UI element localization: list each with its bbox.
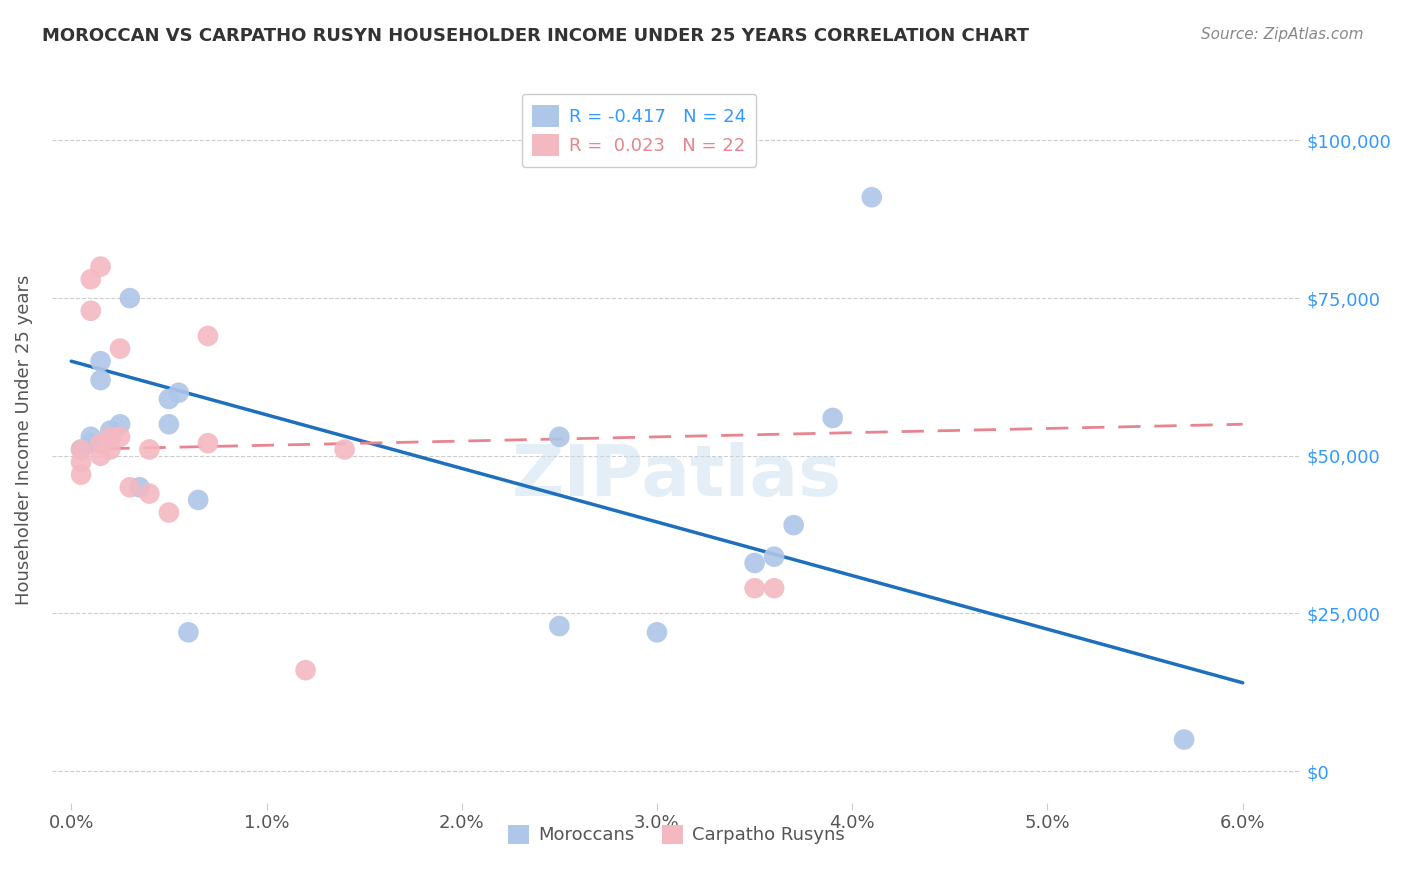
Point [294,663,316,677]
Point [138,486,160,500]
Point [763,581,786,595]
Point [70,467,93,482]
Point [157,417,180,432]
Point [98,424,121,438]
Text: MOROCCAN VS CARPATHO RUSYN HOUSEHOLDER INCOME UNDER 25 YEARS CORRELATION CHART: MOROCCAN VS CARPATHO RUSYN HOUSEHOLDER I… [42,27,1029,45]
Point [821,411,844,425]
Text: ZIPatlas: ZIPatlas [512,442,842,511]
Point [90,260,112,274]
Point [90,373,112,387]
Point [80,430,103,444]
Point [138,442,160,457]
Point [70,455,93,469]
Point [80,272,103,286]
Point [118,291,141,305]
Point [782,518,804,533]
Point [167,385,190,400]
Legend: R = -0.417   N = 24, R =  0.023   N = 22: R = -0.417 N = 24, R = 0.023 N = 22 [522,94,756,167]
Point [645,625,668,640]
Point [860,190,883,204]
Point [90,436,112,450]
Point [108,430,131,444]
Point [548,430,571,444]
Point [98,430,121,444]
Point [197,329,219,343]
Point [744,556,766,570]
Point [98,442,121,457]
Point [98,430,121,444]
Point [744,581,766,595]
Point [80,436,103,450]
Point [157,392,180,406]
Point [80,303,103,318]
Point [197,436,219,450]
Point [70,442,93,457]
Point [1173,732,1195,747]
Y-axis label: Householder Income Under 25 years: Householder Income Under 25 years [15,275,32,605]
Text: Source: ZipAtlas.com: Source: ZipAtlas.com [1201,27,1364,42]
Point [333,442,356,457]
Point [108,342,131,356]
Point [90,449,112,463]
Point [70,442,93,457]
Point [118,480,141,494]
Point [108,417,131,432]
Point [763,549,786,564]
Point [128,480,150,494]
Point [157,506,180,520]
Point [90,354,112,368]
Point [187,492,209,507]
Point [548,619,571,633]
Point [177,625,200,640]
